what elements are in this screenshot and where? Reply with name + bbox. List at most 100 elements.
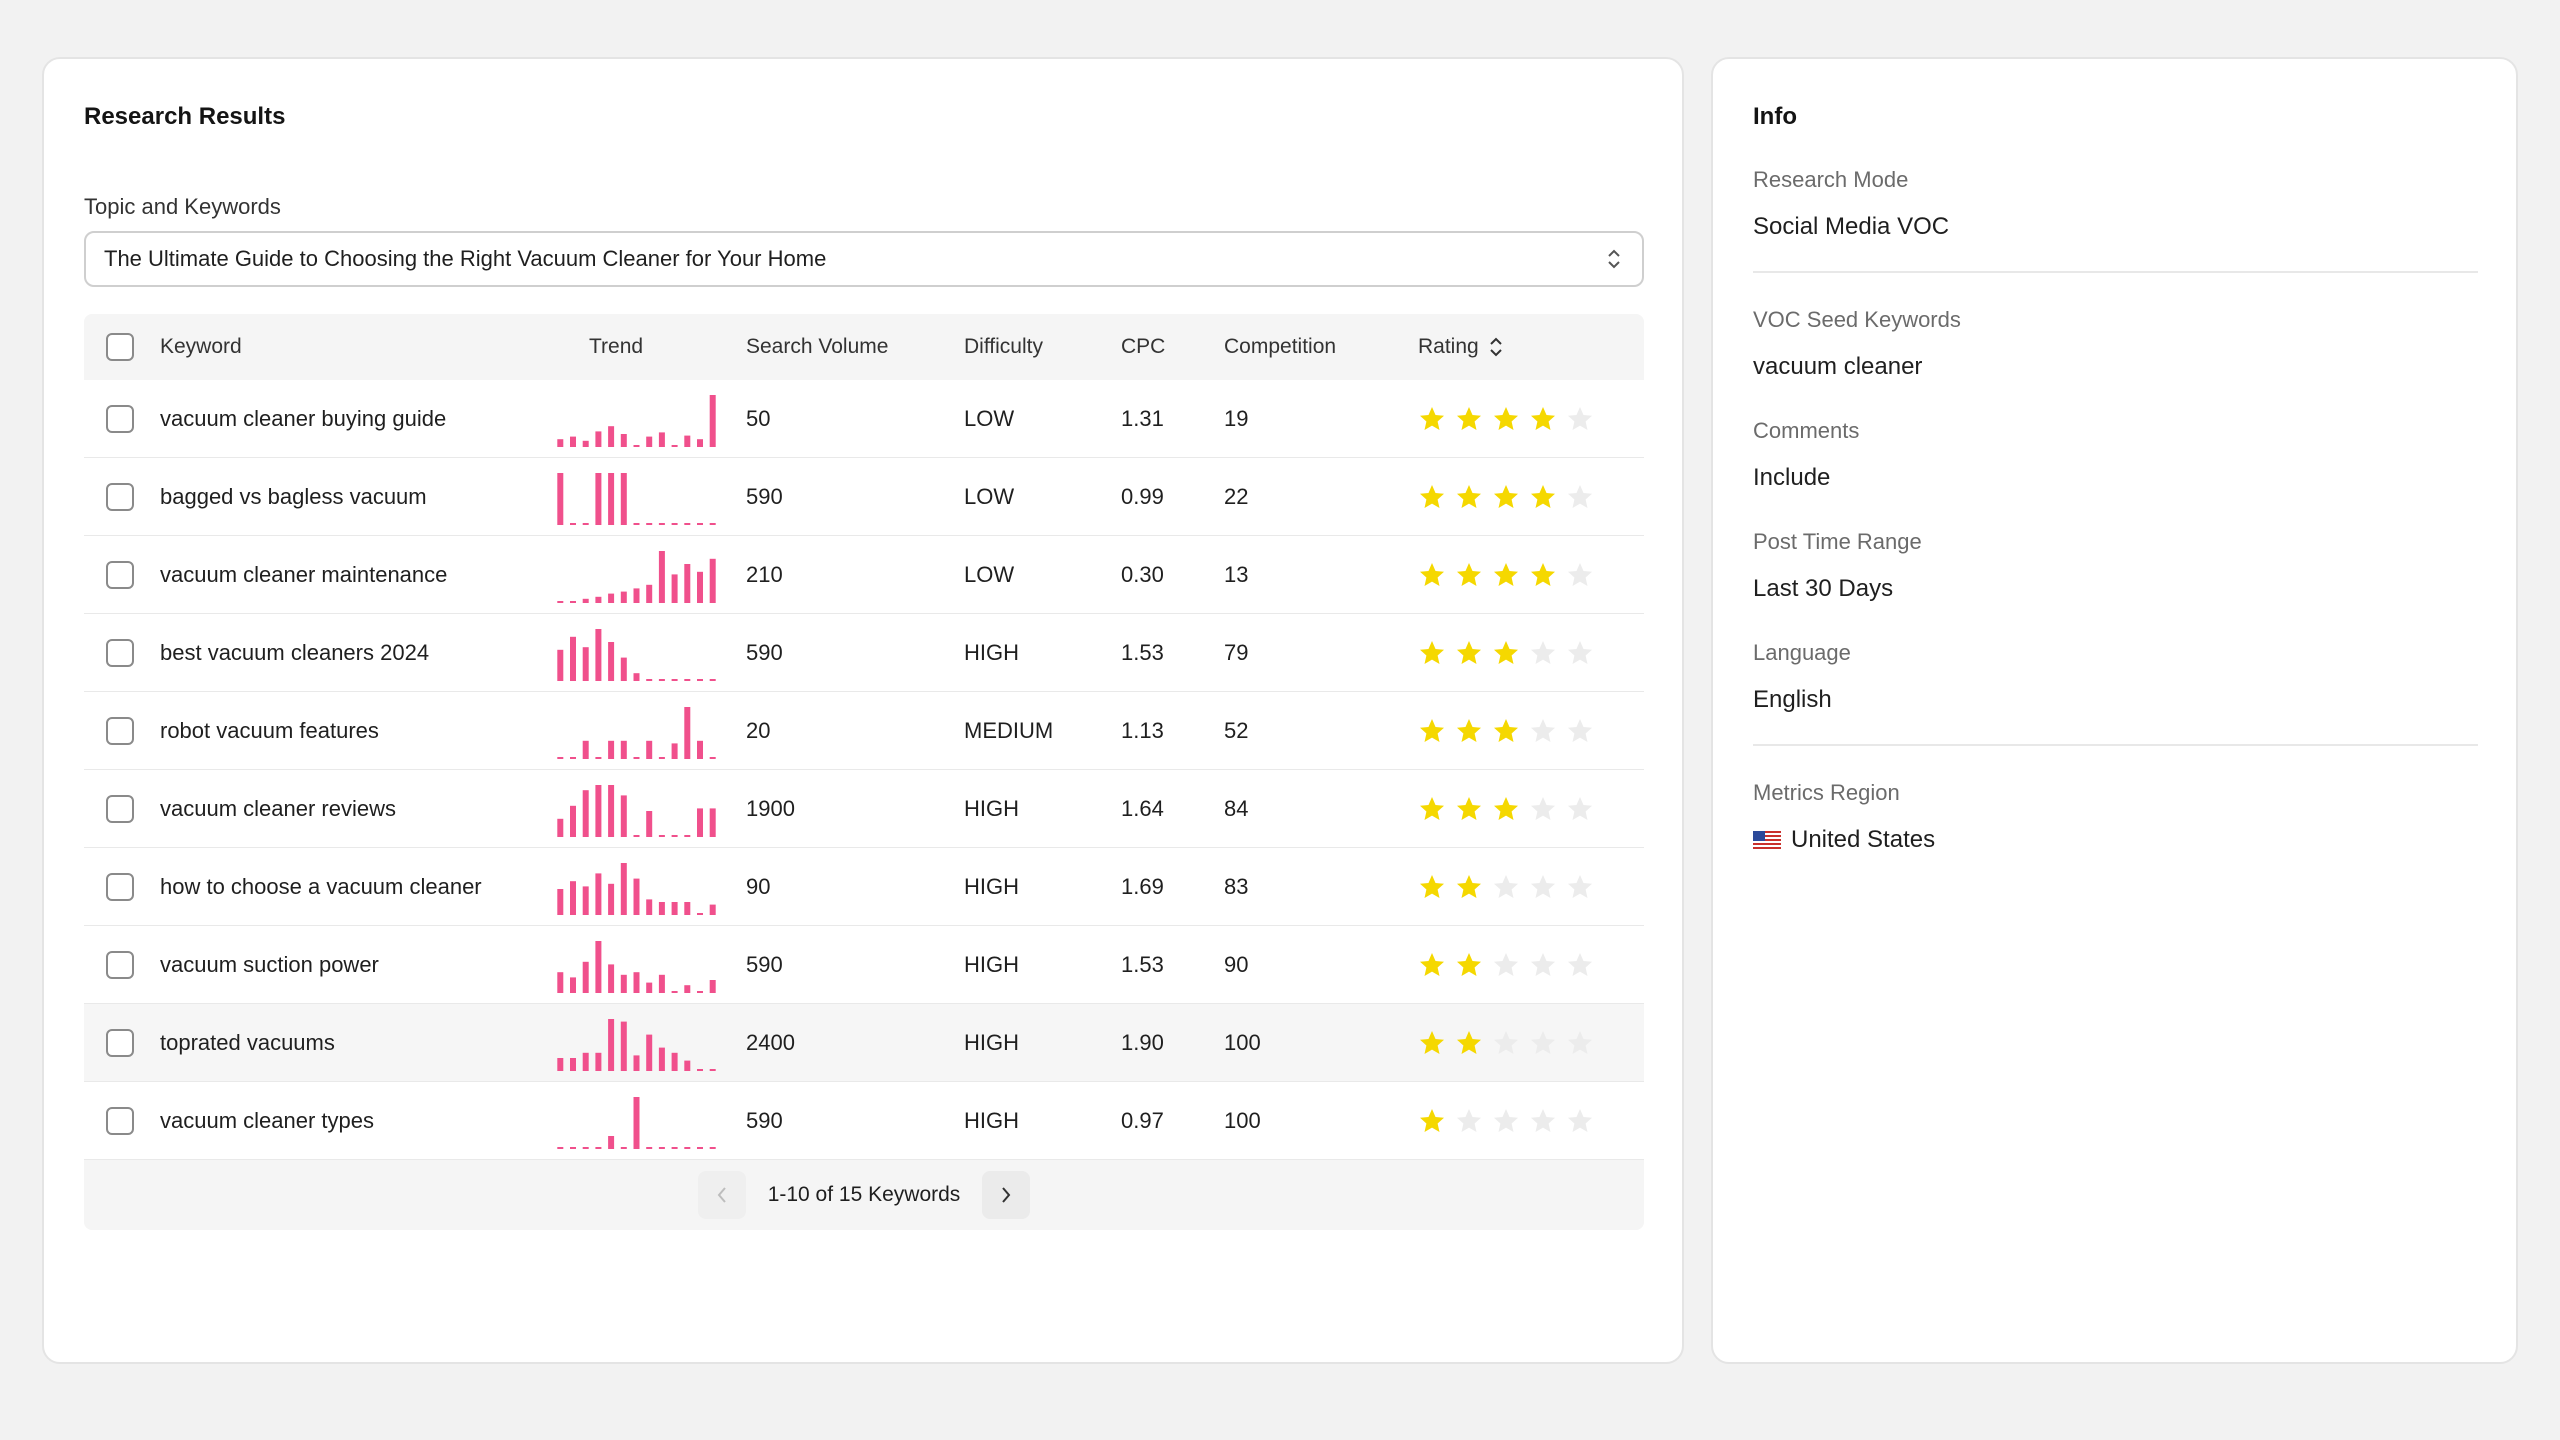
column-header-rating[interactable]: Rating — [1418, 314, 1503, 380]
trend-bar — [658, 756, 665, 759]
metrics-region-text: United States — [1791, 826, 1936, 853]
trend-bar — [658, 1047, 665, 1071]
prev-page-button[interactable] — [697, 1171, 746, 1219]
table-row[interactable]: toprated vacuums 2400 HIGH 1.90 100 — [84, 1004, 1644, 1082]
star-filled-icon — [1457, 484, 1481, 508]
star-filled-icon — [1531, 562, 1555, 586]
trend-bar — [684, 984, 691, 993]
trend-bar — [620, 591, 627, 603]
trend-bar — [557, 756, 564, 759]
chevron-right-icon — [1002, 1187, 1011, 1203]
table-row[interactable]: robot vacuum features 20 MEDIUM 1.13 52 — [84, 692, 1644, 770]
row-checkbox[interactable] — [106, 482, 134, 511]
star-filled-icon — [1457, 1030, 1481, 1054]
trend-bar — [608, 593, 615, 603]
trend-bar — [697, 571, 703, 603]
table-row[interactable]: vacuum cleaner buying guide 50 LOW 1.31 … — [84, 380, 1644, 458]
row-checkbox[interactable] — [106, 560, 134, 589]
difficulty-cell: HIGH — [964, 951, 1019, 977]
next-page-button[interactable] — [982, 1171, 1031, 1219]
star-empty-icon — [1531, 874, 1555, 898]
table-row[interactable]: vacuum cleaner reviews 1900 HIGH 1.64 84 — [84, 770, 1644, 848]
star-empty-icon — [1568, 874, 1592, 898]
trend-bar — [671, 834, 678, 837]
trend-bar — [709, 756, 716, 759]
star-empty-icon — [1531, 1030, 1555, 1054]
row-checkbox[interactable] — [106, 638, 134, 667]
difficulty-cell: HIGH — [964, 1107, 1019, 1133]
trend-bar — [697, 807, 703, 837]
trend-bar — [709, 1068, 716, 1071]
trend-bar — [658, 1146, 665, 1149]
topic-select[interactable]: The Ultimate Guide to Choosing the Right… — [84, 231, 1644, 287]
trend-bar — [697, 912, 703, 915]
rating-cell — [1418, 458, 1594, 535]
keyword-cell: vacuum cleaner types — [160, 1107, 374, 1133]
trend-bar — [620, 433, 627, 447]
row-checkbox[interactable] — [106, 794, 134, 823]
trend-bar — [582, 646, 589, 681]
metrics-region-group: Metrics Region United States — [1753, 780, 1935, 854]
search-volume-cell: 2400 — [746, 1029, 795, 1055]
trend-bar — [671, 1052, 678, 1071]
cpc-cell: 0.99 — [1121, 483, 1164, 509]
star-empty-icon — [1568, 484, 1592, 508]
trend-bar — [570, 805, 576, 837]
trend-bar — [620, 794, 627, 837]
trend-bar — [633, 878, 640, 915]
trend-bar — [671, 522, 678, 525]
table-row[interactable]: vacuum cleaner types 590 HIGH 0.97 100 — [84, 1082, 1644, 1160]
column-header-keyword: Keyword — [160, 335, 242, 358]
trend-bar — [595, 430, 602, 447]
trend-bar — [570, 636, 576, 681]
table-header: Keyword Trend Search Volume Difficulty C… — [84, 314, 1644, 380]
row-checkbox[interactable] — [106, 872, 134, 901]
trend-bar — [684, 522, 691, 525]
row-checkbox[interactable] — [106, 950, 134, 979]
star-filled-icon — [1420, 796, 1444, 820]
trend-bar — [582, 440, 589, 447]
trend-bar — [684, 1060, 691, 1071]
star-filled-icon — [1457, 874, 1481, 898]
trend-bar — [671, 1146, 678, 1149]
table-row[interactable]: how to choose a vacuum cleaner 90 HIGH 1… — [84, 848, 1644, 926]
trend-bar — [570, 976, 576, 993]
star-filled-icon — [1420, 484, 1444, 508]
select-all-checkbox[interactable] — [106, 333, 134, 361]
us-flag-icon — [1753, 830, 1781, 850]
trend-bar — [582, 740, 589, 759]
star-filled-icon — [1494, 406, 1518, 430]
rating-cell — [1418, 926, 1594, 1003]
trend-bar — [620, 974, 627, 993]
table-row[interactable]: bagged vs bagless vacuum 590 LOW 0.99 22 — [84, 458, 1644, 536]
star-filled-icon — [1420, 1108, 1444, 1132]
row-checkbox[interactable] — [106, 716, 134, 745]
competition-cell: 22 — [1224, 483, 1249, 509]
competition-cell: 100 — [1224, 1029, 1261, 1055]
trend-bar — [658, 431, 665, 447]
star-filled-icon — [1420, 562, 1444, 586]
trend-bar — [557, 818, 564, 837]
competition-cell: 52 — [1224, 717, 1249, 743]
trend-bar — [595, 596, 602, 603]
sort-icon[interactable] — [1489, 336, 1503, 358]
trend-bar — [646, 898, 653, 915]
star-empty-icon — [1568, 406, 1592, 430]
row-checkbox[interactable] — [106, 404, 134, 433]
table-row[interactable]: best vacuum cleaners 2024 590 HIGH 1.53 … — [84, 614, 1644, 692]
trend-bar — [709, 678, 716, 681]
trend-bar — [557, 1057, 564, 1071]
star-empty-icon — [1531, 640, 1555, 664]
competition-cell: 79 — [1224, 639, 1249, 665]
trend-bar — [646, 740, 653, 759]
row-checkbox[interactable] — [106, 1106, 134, 1135]
table-row[interactable]: vacuum cleaner maintenance 210 LOW 0.30 … — [84, 536, 1644, 614]
difficulty-cell: HIGH — [964, 1029, 1019, 1055]
row-checkbox[interactable] — [106, 1028, 134, 1057]
metrics-region-label: Metrics Region — [1753, 780, 1900, 805]
search-volume-cell: 590 — [746, 1107, 783, 1133]
trend-bar — [570, 436, 576, 447]
table-row[interactable]: vacuum suction power 590 HIGH 1.53 90 — [84, 926, 1644, 1004]
research-mode-label: Research Mode — [1753, 167, 1909, 192]
column-header-competition: Competition — [1224, 335, 1337, 358]
